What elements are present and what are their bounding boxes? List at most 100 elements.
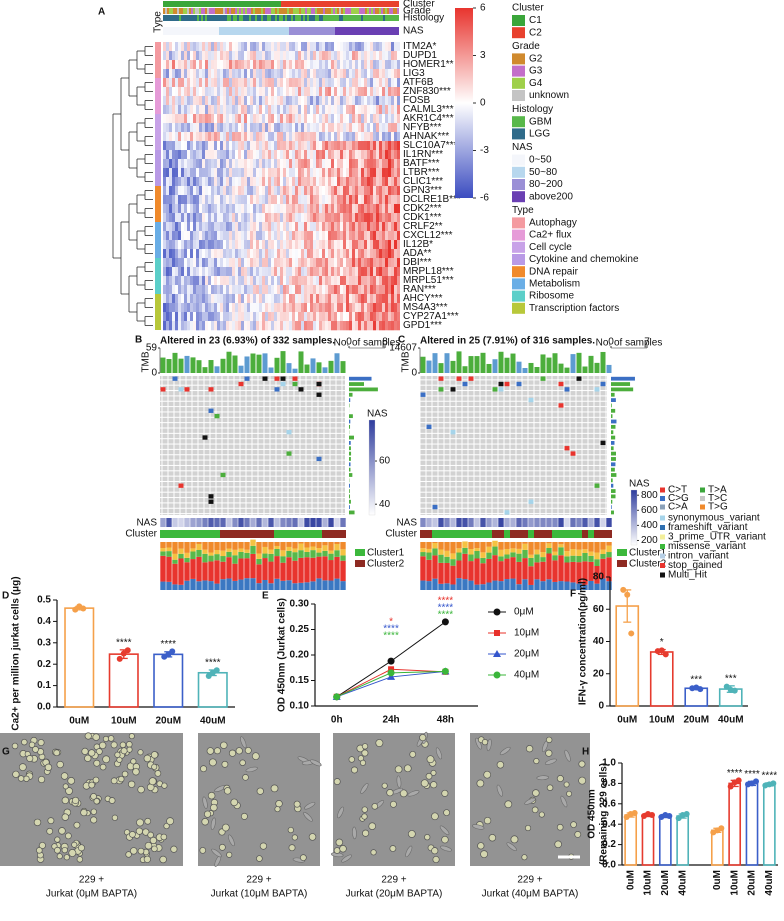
grade-track-cell <box>257 8 259 14</box>
heatmap-cell <box>271 87 274 97</box>
heatmap-cell <box>307 141 310 151</box>
heatmap-cell <box>340 294 343 304</box>
heatmap-cell <box>379 150 382 160</box>
heatmap-cell <box>253 231 256 241</box>
heatmap-cell <box>397 285 400 295</box>
heatmap-cell <box>376 321 379 331</box>
cell <box>533 757 540 765</box>
histology-track-cell <box>209 15 211 21</box>
signature-bar-segment <box>606 545 612 553</box>
caption: Jurkat (20μM BAPTA) <box>346 889 443 900</box>
heatmap-cell <box>286 51 289 61</box>
heatmap-cell <box>385 186 388 196</box>
grade-track-cell <box>337 8 339 14</box>
cell <box>99 763 107 771</box>
heatmap-cell <box>349 240 352 250</box>
heatmap-cell <box>367 312 370 322</box>
heatmap-cell <box>238 177 241 187</box>
heatmap-cell <box>373 231 376 241</box>
grade-track-cell <box>245 8 247 14</box>
signature-bar-segment <box>480 552 486 558</box>
heatmap-cell <box>367 69 370 79</box>
heatmap-cell <box>310 312 313 322</box>
grade-track-cell <box>253 8 255 14</box>
heatmap-cell <box>163 267 166 277</box>
signature-bar-segment <box>498 581 504 590</box>
grade-track-cell <box>251 8 253 14</box>
nas-cell <box>316 518 322 527</box>
heatmap-cell <box>313 123 316 133</box>
heatmap-cell <box>226 321 229 331</box>
mutation-cell <box>504 510 510 515</box>
cell <box>17 775 25 782</box>
heatmap-cell <box>256 321 259 331</box>
cell <box>63 854 70 861</box>
grade-track-cell <box>265 8 267 14</box>
heatmap-cell <box>388 267 391 277</box>
heatmap-cell <box>319 42 322 52</box>
heatmap-cell <box>361 321 364 331</box>
signature-bar-segment <box>600 542 606 550</box>
heatmap-cell <box>217 78 220 88</box>
heatmap-cell <box>253 69 256 79</box>
heatmap-cell <box>301 213 304 223</box>
signature-bar-segment <box>534 549 540 555</box>
nas-track-cell <box>381 27 383 35</box>
heatmap-cell <box>235 195 238 205</box>
heatmap-cell <box>382 312 385 322</box>
heatmap-cell <box>256 96 259 106</box>
histology-track-cell <box>379 15 381 21</box>
signature-bar-segment <box>546 579 552 590</box>
heatmap-cell <box>262 159 265 169</box>
heatmap-cell <box>280 132 283 142</box>
heatmap-cell <box>376 78 379 88</box>
heatmap-cell <box>187 141 190 151</box>
signature-bar-segment <box>298 550 304 558</box>
nas-track-cell <box>319 27 321 35</box>
heatmap-cell <box>208 195 211 205</box>
heatmap-cell <box>292 96 295 106</box>
heatmap-cell <box>373 294 376 304</box>
track-label: Grade <box>403 6 431 17</box>
heatmap-cell <box>247 240 250 250</box>
heatmap-cell <box>190 204 193 214</box>
heatmap-cell <box>250 42 253 52</box>
heatmap-cell <box>223 114 226 124</box>
heatmap-cell <box>163 168 166 178</box>
heatmap-cell <box>241 96 244 106</box>
heatmap-cell <box>352 60 355 70</box>
heatmap-cell <box>394 249 397 259</box>
heatmap-cell <box>214 267 217 277</box>
heatmap-cell <box>385 195 388 205</box>
heatmap-cell <box>343 96 346 106</box>
heatmap-cell <box>367 231 370 241</box>
signature-bar-segment <box>334 543 340 551</box>
heatmap-cell <box>253 141 256 151</box>
heatmap-cell <box>298 87 301 97</box>
heatmap-cell <box>397 258 400 268</box>
heatmap-cell <box>271 285 274 295</box>
histology-track-cell <box>197 15 199 21</box>
grade-track-cell <box>207 8 209 14</box>
nas-cell <box>420 518 426 527</box>
heatmap-cell <box>385 177 388 187</box>
nas-track-cell <box>171 27 173 35</box>
heatmap-cell <box>178 186 181 196</box>
heatmap-cell <box>346 222 349 232</box>
heatmap-cell <box>382 60 385 70</box>
heatmap-cell <box>385 303 388 313</box>
heatmap-cell <box>289 231 292 241</box>
signature-bar-segment <box>456 542 462 549</box>
heatmap-cell <box>220 204 223 214</box>
heatmap-cell <box>307 276 310 286</box>
nas-cell <box>172 518 178 527</box>
grade-track-cell <box>177 8 179 14</box>
signature-bar-segment <box>274 548 280 557</box>
heatmap-cell <box>244 303 247 313</box>
heatmap-cell <box>343 150 346 160</box>
cell <box>120 747 128 755</box>
heatmap-cell <box>172 276 175 286</box>
heatmap-cell <box>190 150 193 160</box>
heatmap-cell <box>175 321 178 331</box>
cell <box>288 844 296 852</box>
